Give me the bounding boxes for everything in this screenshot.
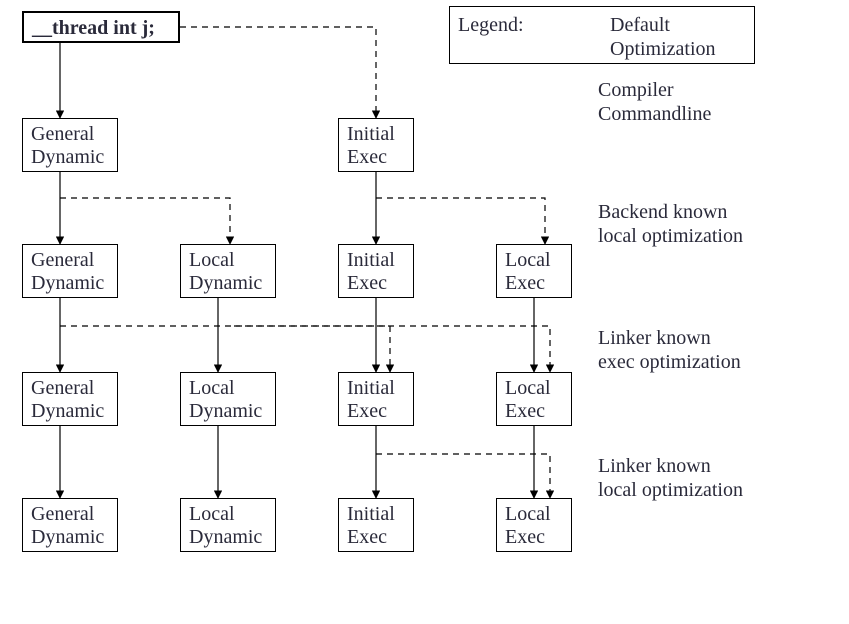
node-r1a: General Dynamic — [22, 118, 118, 172]
node-r1c: Initial Exec — [338, 118, 414, 172]
node-r4d: Local Exec — [496, 498, 572, 552]
node-r2b: Local Dynamic — [180, 244, 276, 298]
edge-dashed-3 — [60, 326, 390, 372]
node-r3b: Local Dynamic — [180, 372, 276, 426]
stage-label-backend: Backend known local optimization — [598, 200, 743, 248]
edge-dashed-0 — [180, 27, 376, 118]
legend-default-label: Default — [610, 13, 670, 37]
node-r3a: General Dynamic — [22, 372, 118, 426]
edge-dashed-1 — [60, 198, 230, 244]
stage-label-linker-exec: Linker known exec optimization — [598, 326, 741, 374]
stage-label-compiler: Compiler Commandline — [598, 78, 711, 126]
node-r3c: Initial Exec — [338, 372, 414, 426]
edge-dashed-4 — [234, 326, 550, 372]
legend-opt-label: Optimization — [610, 37, 716, 61]
diagram-svg — [0, 0, 849, 624]
node-r4a: General Dynamic — [22, 498, 118, 552]
node-r2a: General Dynamic — [22, 244, 118, 298]
node-r2d: Local Exec — [496, 244, 572, 298]
stage-label-linker-local: Linker known local optimization — [598, 454, 743, 502]
node-r3d: Local Exec — [496, 372, 572, 426]
node-r4b: Local Dynamic — [180, 498, 276, 552]
legend-title: Legend: — [458, 13, 524, 37]
node-r4c: Initial Exec — [338, 498, 414, 552]
node-src: __thread int j; — [22, 11, 180, 43]
node-r2c: Initial Exec — [338, 244, 414, 298]
legend-box: Legend: Default Optimization — [449, 6, 755, 64]
edge-dashed-5 — [376, 454, 550, 498]
edge-dashed-2 — [376, 198, 545, 244]
